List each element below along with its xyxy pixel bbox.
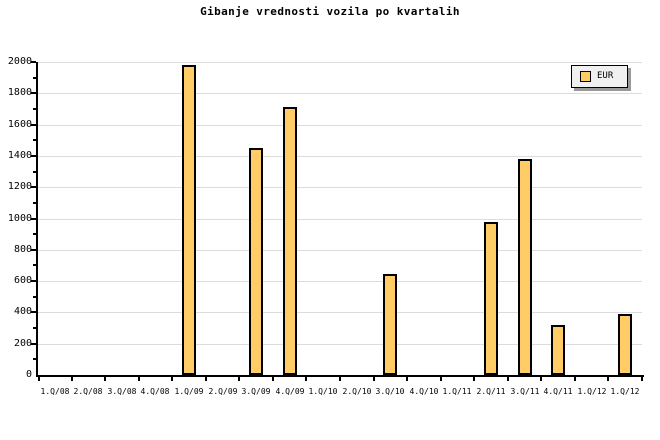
gridline (38, 312, 642, 313)
x-tick-label: 1.Q/08 (40, 387, 70, 396)
y-tick (33, 264, 36, 266)
x-tick (71, 377, 73, 381)
y-tick-label: 1200 (7, 181, 32, 192)
x-axis-ticks (38, 377, 644, 382)
y-tick (31, 311, 36, 313)
y-tick (33, 202, 36, 204)
bar (484, 222, 498, 375)
gridline (38, 93, 642, 94)
y-tick (31, 155, 36, 157)
x-tick-label: 4.Q/10 (409, 387, 439, 396)
bar (618, 314, 632, 375)
y-tick (33, 108, 36, 110)
x-tick (171, 377, 173, 381)
y-tick-label: 1600 (7, 119, 32, 130)
x-tick-label: 2.Q/09 (208, 387, 238, 396)
x-tick (339, 377, 341, 381)
y-tick-label: 1400 (7, 150, 32, 161)
x-tick (607, 377, 609, 381)
y-axis-line (36, 62, 38, 377)
y-tick (31, 343, 36, 345)
y-tick (31, 218, 36, 220)
x-tick (641, 377, 643, 381)
y-tick (33, 296, 36, 298)
x-tick-label: 3.Q/10 (375, 387, 405, 396)
x-tick-label: 2.Q/10 (342, 387, 372, 396)
x-tick (138, 377, 140, 381)
x-tick (574, 377, 576, 381)
bar (518, 159, 532, 375)
legend-swatch-eur (580, 71, 591, 82)
gridline (38, 62, 642, 63)
y-tick (33, 77, 36, 79)
x-tick-label: 3.Q/08 (107, 387, 137, 396)
x-tick (205, 377, 207, 381)
x-tick (305, 377, 307, 381)
x-tick (440, 377, 442, 381)
y-tick (33, 358, 36, 360)
x-tick-label: 2.Q/11 (476, 387, 506, 396)
x-tick (38, 377, 40, 381)
x-tick-label: 4.Q/11 (543, 387, 573, 396)
y-tick (33, 139, 36, 141)
y-tick (31, 61, 36, 63)
y-tick (31, 186, 36, 188)
y-tick-label: 200 (13, 338, 32, 349)
x-tick (540, 377, 542, 381)
x-tick (272, 377, 274, 381)
bar (283, 107, 297, 375)
x-tick (373, 377, 375, 381)
gridline (38, 219, 642, 220)
gridline (38, 156, 642, 157)
x-tick-label: 3.Q/09 (241, 387, 271, 396)
y-tick (33, 171, 36, 173)
y-tick (33, 327, 36, 329)
bar (551, 325, 565, 375)
bar (182, 65, 196, 375)
x-tick-label: 1.Q/12 (610, 387, 640, 396)
bar (249, 148, 263, 375)
x-tick (406, 377, 408, 381)
x-tick (104, 377, 106, 381)
plot-area (38, 62, 642, 375)
y-tick (31, 249, 36, 251)
legend: EUR (571, 65, 628, 88)
x-tick (473, 377, 475, 381)
y-tick-label: 1800 (7, 87, 32, 98)
y-tick (31, 280, 36, 282)
gridline (38, 125, 642, 126)
x-tick-label: 1.Q/10 (308, 387, 338, 396)
gridline (38, 250, 642, 251)
y-axis-labels: 0 200 400 600 800 1000 1200 1400 1600 1800 2000 (0, 56, 32, 380)
y-tick (33, 233, 36, 235)
y-tick-label: 2000 (7, 56, 32, 67)
y-tick-label: 800 (13, 244, 32, 255)
y-tick-label: 600 (13, 275, 32, 286)
chart-title: Gibanje vrednosti vozila po kvartalih (200, 5, 460, 18)
x-tick-label: 1.Q/12 (577, 387, 607, 396)
y-axis-ticks (31, 61, 36, 375)
x-tick (238, 377, 240, 381)
x-tick (507, 377, 509, 381)
y-tick (31, 92, 36, 94)
x-tick-label: 1.Q/09 (174, 387, 204, 396)
x-axis-line (36, 375, 644, 377)
y-tick-label: 400 (13, 306, 32, 317)
gridline (38, 344, 642, 345)
gridline (38, 281, 642, 282)
x-axis-labels: 1.Q/08 2.Q/08 3.Q/08 4.Q/08 1.Q/09 2.Q/09 3.Q/… (38, 386, 642, 398)
gridline (38, 187, 642, 188)
y-tick-label: 1000 (7, 213, 32, 224)
y-tick-label: 0 (25, 369, 32, 380)
x-tick-label: 1.Q/11 (442, 387, 472, 396)
x-tick-label: 4.Q/08 (140, 387, 170, 396)
x-tick-label: 2.Q/08 (73, 387, 103, 396)
x-tick-label: 3.Q/11 (510, 387, 540, 396)
legend-label: EUR (597, 71, 614, 81)
x-tick-label: 4.Q/09 (275, 387, 305, 396)
y-tick (31, 124, 36, 126)
bar (383, 274, 397, 375)
